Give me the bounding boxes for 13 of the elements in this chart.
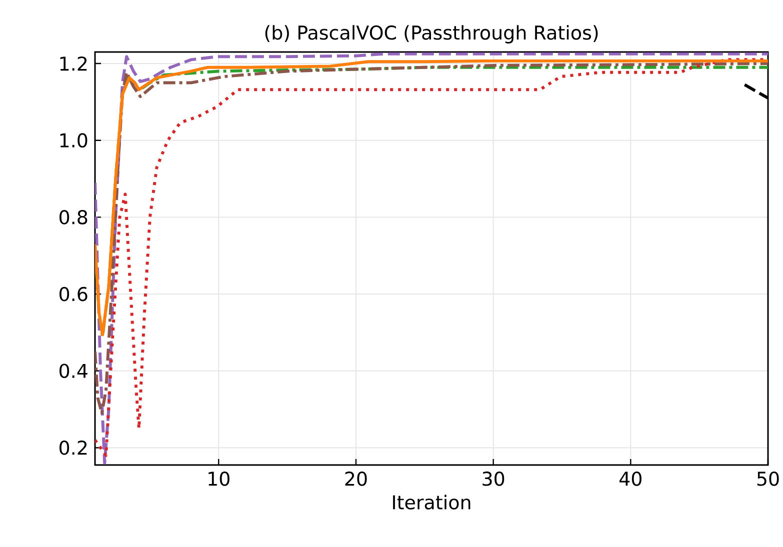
x-tick-label: 10 bbox=[208, 472, 230, 486]
x-tick-label: 50 bbox=[757, 472, 779, 486]
x-tick-label: 40 bbox=[619, 472, 642, 486]
chart-title: (b) PascalVOC (Passthrough Ratios) bbox=[265, 25, 598, 44]
y-tick-label: 1.0 bbox=[60, 133, 88, 148]
y-tick-label: 0.6 bbox=[60, 286, 88, 302]
x-tick-label: 30 bbox=[482, 472, 504, 486]
y-tick-label: 0.4 bbox=[60, 364, 88, 378]
y-tick-label: 0.2 bbox=[60, 440, 87, 455]
y-tick-label: 1.2 bbox=[60, 56, 87, 71]
x-tick-label: 20 bbox=[345, 472, 367, 486]
y-tick-label: 0.8 bbox=[60, 210, 88, 224]
x-axis-title: Iteration bbox=[393, 494, 470, 510]
